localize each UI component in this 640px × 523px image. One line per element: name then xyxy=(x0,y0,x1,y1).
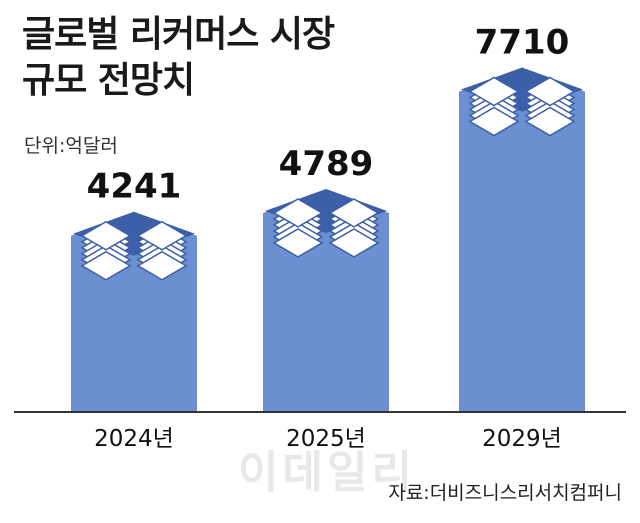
category-label-2: 2029년 xyxy=(482,426,562,452)
bar-1-left-sheet-top xyxy=(272,198,324,228)
bar-1-right-sheet-top xyxy=(328,198,380,228)
bar-1-left-sheet-4 xyxy=(272,228,324,258)
bar-2-right-sheet-top xyxy=(524,76,576,107)
bar-2-body xyxy=(459,69,585,412)
bars-layer xyxy=(71,67,585,412)
bar-2-left-sheet-4 xyxy=(468,106,520,137)
category-label-0: 2024년 xyxy=(94,426,174,452)
bar-0-right-sheet-4 xyxy=(136,250,188,281)
value-label-0: 4241 xyxy=(87,167,182,207)
bar-1 xyxy=(263,188,389,412)
value-label-1: 4789 xyxy=(279,144,374,184)
bar-0-left-sheet-4 xyxy=(80,250,132,281)
source-label: 자료:더비즈니스리서치컴퍼니 xyxy=(388,482,622,504)
title-line-1: 글로벌 리커머스 시장 xyxy=(22,14,335,55)
bar-1-right-sheet-4 xyxy=(328,228,380,258)
title-line-2: 규모 전망치 xyxy=(22,60,195,101)
bar-0-right-sheet-top xyxy=(136,220,188,251)
category-label-1: 2025년 xyxy=(286,426,366,452)
chart-title: 글로벌 리커머스 시장 규모 전망치 xyxy=(22,12,335,104)
bar-0 xyxy=(71,211,197,412)
watermark-text: 이데일리 xyxy=(238,447,416,498)
bar-2-left-sheet-top xyxy=(468,76,520,107)
bar-0-left-sheet-top xyxy=(80,220,132,251)
value-label-2: 7710 xyxy=(475,23,570,63)
bar-2-right-sheet-4 xyxy=(524,106,576,137)
labels-layer: 4241 2024년 4789 2025년 7710 2029년 xyxy=(87,23,570,452)
bar-2 xyxy=(459,67,585,412)
unit-label: 단위:억달러 xyxy=(24,135,118,157)
